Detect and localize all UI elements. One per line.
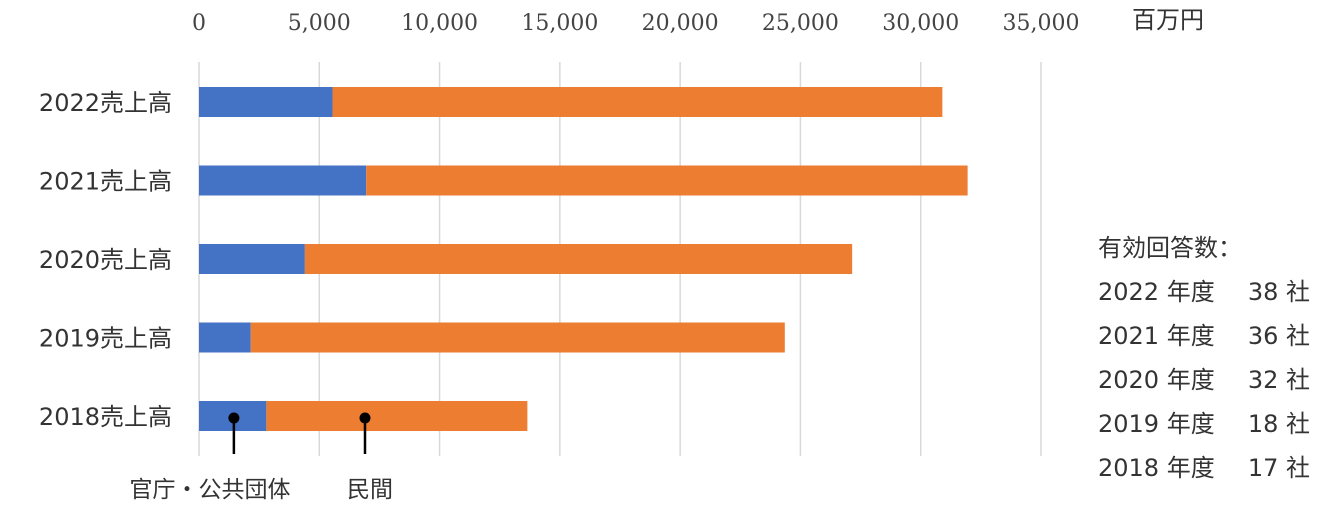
category-label: 2021売上高 <box>39 168 172 196</box>
bar-segment <box>304 244 853 274</box>
response-count-row: 2019 年度 18 社 <box>1098 402 1334 446</box>
legend-label: 官庁・公共団体 <box>130 477 291 503</box>
response-count-row: 2020 年度 32 社 <box>1098 358 1334 402</box>
legend-label: 民間 <box>347 477 393 503</box>
response-count-row: 2018 年度 17 社 <box>1098 446 1334 490</box>
bar-segment <box>199 244 305 274</box>
response-year: 2020 年度 <box>1098 366 1215 394</box>
x-tick-label: 35,000 <box>1003 11 1080 36</box>
response-count: 38 社 <box>1247 278 1310 306</box>
response-year: 2019 年度 <box>1098 410 1215 438</box>
legend-pin-dot <box>228 412 240 424</box>
response-count: 17 社 <box>1247 454 1310 482</box>
response-count-row: 2022 年度 38 社 <box>1098 270 1334 314</box>
response-count: 36 社 <box>1247 322 1310 350</box>
bar-segment <box>199 165 367 196</box>
x-tick-label: 0 <box>192 11 206 36</box>
response-year: 2018 年度 <box>1098 454 1215 482</box>
response-year: 2022 年度 <box>1098 278 1215 306</box>
response-count-row: 2021 年度 36 社 <box>1098 314 1334 358</box>
response-count: 32 社 <box>1247 366 1310 394</box>
bar-segment <box>266 401 528 431</box>
bar-segment <box>199 87 333 117</box>
bar-segment <box>332 87 943 117</box>
unit-label: 百万円 <box>1132 6 1204 34</box>
response-count-note: 有効回答数： 2022 年度 38 社 2021 年度 36 社 2020 年度… <box>1098 226 1334 490</box>
bar-segment <box>366 165 968 196</box>
category-label: 2020売上高 <box>39 246 172 274</box>
legend-pin-dot <box>359 412 371 424</box>
x-tick-label: 15,000 <box>521 11 598 36</box>
x-tick-label: 30,000 <box>882 11 959 36</box>
x-tick-label: 25,000 <box>762 11 839 36</box>
response-year: 2021 年度 <box>1098 322 1215 350</box>
response-count: 18 社 <box>1247 410 1310 438</box>
category-label: 2022売上高 <box>39 89 172 117</box>
bar-segment <box>250 322 785 353</box>
bar-segment <box>199 322 251 353</box>
x-tick-label: 5,000 <box>288 11 351 36</box>
category-label: 2019売上高 <box>39 325 172 353</box>
response-count-title: 有効回答数： <box>1098 234 1242 262</box>
category-label: 2018売上高 <box>39 403 172 431</box>
x-tick-label: 20,000 <box>642 11 719 36</box>
x-tick-label: 10,000 <box>401 11 478 36</box>
